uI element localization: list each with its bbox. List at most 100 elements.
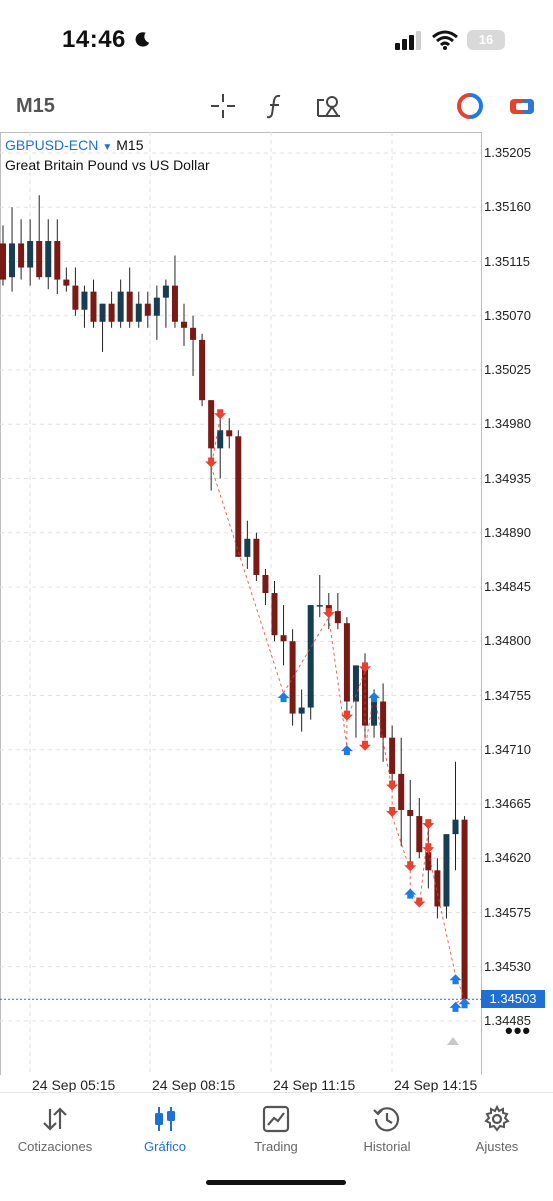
candle-body <box>343 623 350 702</box>
sell-arrow-icon <box>404 861 417 872</box>
tab-quotes-label: Cotizaciones <box>17 1139 93 1154</box>
candle-body <box>389 737 396 774</box>
price-tick-label: 1.35205 <box>484 145 531 160</box>
time-tick-label: 24 Sep 14:15 <box>394 1077 478 1093</box>
more-options-icon[interactable]: ••• <box>505 1018 532 1043</box>
trade-link-line <box>418 828 429 907</box>
price-tick-label: 1.34710 <box>484 741 531 757</box>
tab-trading[interactable]: Trading <box>221 1105 331 1154</box>
tab-chart[interactable]: Gráfico <box>110 1105 220 1154</box>
sell-arrow-icon <box>214 409 227 420</box>
time-tick-label: 24 Sep 05:15 <box>32 1077 116 1093</box>
settings-icon <box>484 1105 510 1132</box>
sell-arrow-icon <box>359 740 371 751</box>
candle-body <box>63 279 70 286</box>
function-icon[interactable] <box>260 90 292 122</box>
candle-body <box>307 605 314 708</box>
candle-body <box>434 870 441 907</box>
candle-body <box>316 605 323 607</box>
price-tick-label: 1.34485 <box>484 1013 531 1028</box>
trade-icon[interactable] <box>454 90 486 122</box>
price-tick-label: 1.35115 <box>484 253 531 269</box>
timeframe-button[interactable]: M15 <box>16 95 55 117</box>
candle-body <box>461 819 468 1000</box>
sell-arrow-icon <box>322 608 335 619</box>
crosshair-icon[interactable] <box>207 90 239 122</box>
candle-body <box>162 285 169 298</box>
candle-body <box>298 707 305 714</box>
tab-history[interactable]: Historial <box>332 1105 442 1154</box>
candle-body <box>325 605 332 612</box>
price-tick-label: 1.34665 <box>484 796 531 811</box>
status-bar: 14:46 16 <box>0 0 553 80</box>
candle-body <box>334 611 341 624</box>
current-price-label: 1.34503 <box>481 990 545 1009</box>
buy-arrow-icon <box>458 998 471 1009</box>
price-chart[interactable] <box>0 132 553 1075</box>
candle-body <box>144 303 151 316</box>
battery-level: 16 <box>478 32 494 47</box>
moon-icon <box>135 32 150 47</box>
candle-body <box>380 701 387 738</box>
price-tick-label: 1.34575 <box>484 904 531 920</box>
candle-body <box>108 303 115 322</box>
symbol-header[interactable]: GBPUSD-ECN ▼ M15 <box>5 137 144 153</box>
candle-body <box>81 291 88 310</box>
candle-body <box>253 538 260 575</box>
trade-link-line <box>328 617 348 747</box>
candle-body <box>416 816 423 853</box>
candle-body <box>135 303 142 322</box>
trade-link-line <box>427 852 456 976</box>
candle-body <box>153 297 160 316</box>
tab-history-label: Historial <box>363 1139 411 1154</box>
price-tick-label: 1.34530 <box>484 958 531 974</box>
sell-arrow-icon <box>386 807 399 818</box>
candle-body <box>217 430 224 449</box>
sell-arrow-icon <box>386 780 399 791</box>
price-tick-label: 1.34980 <box>484 416 531 432</box>
sell-arrow-icon <box>205 457 218 468</box>
candle-body <box>18 243 25 268</box>
buy-arrow-icon <box>277 692 290 703</box>
price-tick-label: 1.35025 <box>484 362 531 377</box>
tab-settings[interactable]: Ajustes <box>442 1105 552 1154</box>
symbol-name[interactable]: GBPUSD-ECN <box>5 137 99 153</box>
price-tick-label: 1.34845 <box>484 579 531 594</box>
caret-down-icon[interactable]: ▼ <box>102 142 113 153</box>
chart-icon <box>155 1107 175 1131</box>
tab-settings-label: Ajustes <box>475 1139 519 1154</box>
trading-icon <box>262 1105 290 1133</box>
candle-body <box>371 701 378 726</box>
chart-toolbar: M15 <box>0 80 553 132</box>
status-time: 14:46 <box>62 26 151 54</box>
symbol-timeframe: M15 <box>116 137 144 153</box>
trade-link-line <box>210 418 221 467</box>
sell-arrow-icon <box>340 710 353 721</box>
candle-body <box>443 834 450 907</box>
candle-body <box>199 339 206 401</box>
bottom-tab-bar: Cotizaciones Gráfico Trading Historial A… <box>0 1092 553 1201</box>
candle-body <box>9 243 16 278</box>
objects-icon[interactable] <box>313 90 345 122</box>
candle-body <box>45 241 52 278</box>
trade-link-line <box>346 671 366 720</box>
candle-body <box>117 291 124 322</box>
price-tick-label: 1.35160 <box>484 199 531 215</box>
sell-arrow-icon <box>359 662 371 673</box>
account-icon[interactable] <box>506 90 538 122</box>
candle-body <box>190 327 197 340</box>
buy-arrow-icon <box>340 745 353 756</box>
candle-body <box>407 810 414 817</box>
candle-body <box>0 243 6 280</box>
buy-arrow-icon <box>368 692 381 703</box>
candle-body <box>425 852 432 871</box>
clock-text: 14:46 <box>62 26 126 53</box>
candle-body <box>244 538 251 557</box>
buy-arrow-icon <box>404 888 417 899</box>
candle-body <box>226 430 233 437</box>
candle-body <box>181 321 187 328</box>
tab-quotes[interactable]: Cotizaciones <box>0 1105 110 1154</box>
sell-arrow-icon <box>413 897 426 908</box>
candle-body <box>72 285 79 310</box>
trade-link-line <box>455 975 466 1000</box>
